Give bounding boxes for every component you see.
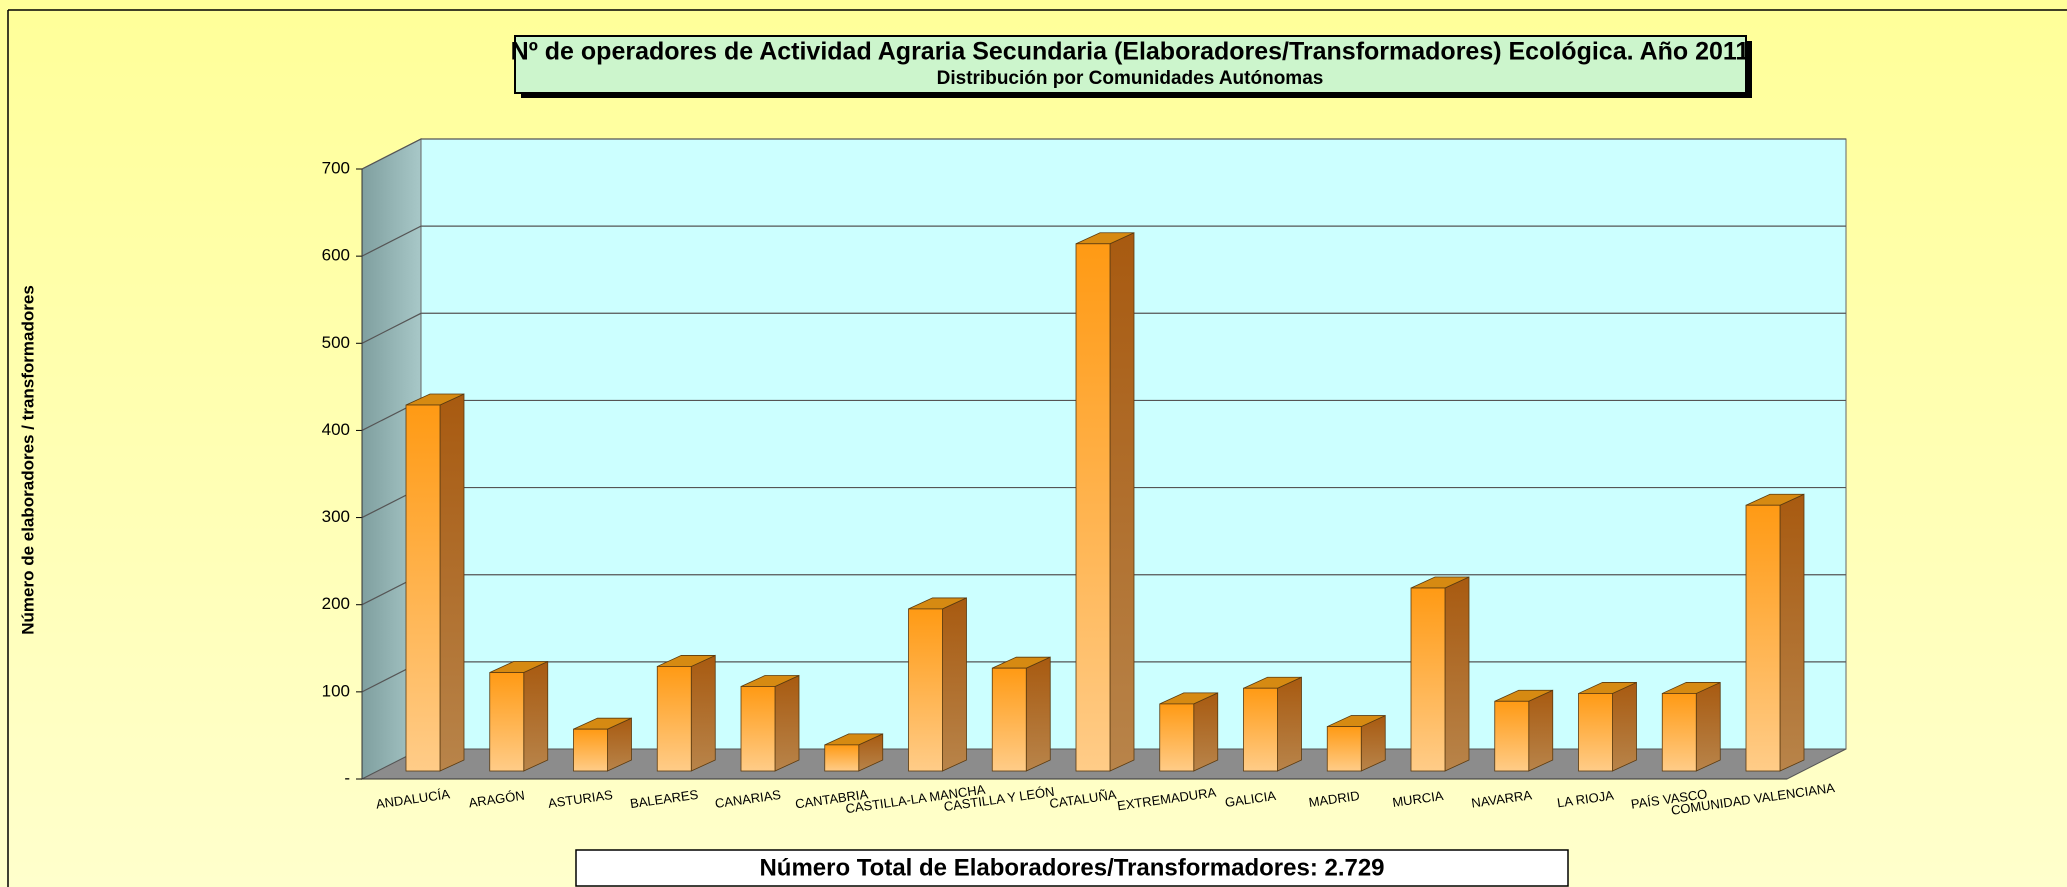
bar-side xyxy=(1193,692,1219,772)
x-tick-label: GALICIA xyxy=(1224,788,1277,810)
bar-side xyxy=(690,654,716,772)
bar xyxy=(1326,726,1362,772)
x-tick-label: MADRID xyxy=(1308,788,1361,810)
bar-side xyxy=(1109,232,1135,772)
bar-side xyxy=(1528,689,1554,772)
y-tick-label: 200 xyxy=(322,594,350,613)
bar-side xyxy=(1277,676,1302,772)
bar-side xyxy=(1695,681,1721,772)
bar xyxy=(1661,693,1697,772)
bar xyxy=(991,667,1027,772)
bar xyxy=(489,672,525,772)
bar-side xyxy=(942,597,967,772)
y-tick-label: 500 xyxy=(322,333,350,352)
bar xyxy=(1159,703,1195,772)
bar xyxy=(1578,693,1613,772)
bar xyxy=(1243,687,1278,772)
y-tick-label: 100 xyxy=(322,681,350,700)
bar xyxy=(656,666,692,772)
bar xyxy=(1075,243,1111,772)
grid-line xyxy=(361,312,1846,344)
y-tick-label: 400 xyxy=(322,420,350,439)
y-tick-label: - xyxy=(344,768,350,787)
bar-side xyxy=(1779,493,1805,772)
bar-side xyxy=(523,660,549,772)
bar xyxy=(405,404,441,772)
bar-side xyxy=(1025,656,1051,772)
bar xyxy=(740,686,776,772)
total-box xyxy=(575,849,1569,887)
bar-side xyxy=(1444,576,1470,772)
y-axis-label: Número de elaboradores / transformadores xyxy=(18,285,37,635)
bar xyxy=(1745,504,1781,772)
bar xyxy=(908,608,943,772)
grid-line xyxy=(361,225,1846,257)
bar-side xyxy=(439,393,465,772)
bar-side xyxy=(1612,681,1637,772)
bar xyxy=(573,728,608,772)
y-tick-label: 700 xyxy=(322,158,350,177)
y-tick-label: 600 xyxy=(322,246,350,265)
chart-title: Nº de operadores de Actividad Agraria Se… xyxy=(511,38,1750,66)
title-box xyxy=(514,35,1747,94)
bar xyxy=(824,744,860,772)
total-annotation: Número Total de Elaboradores/Transformad… xyxy=(759,854,1384,881)
chart-subtitle: Distribución por Comunidades Autónomas xyxy=(937,68,1324,89)
bar xyxy=(1494,700,1530,772)
bar xyxy=(1410,587,1446,772)
bar-side xyxy=(774,674,800,772)
x-tick-label: MURCIA xyxy=(1391,788,1444,810)
grid-line xyxy=(361,138,1846,170)
y-tick-label: 300 xyxy=(322,507,350,526)
